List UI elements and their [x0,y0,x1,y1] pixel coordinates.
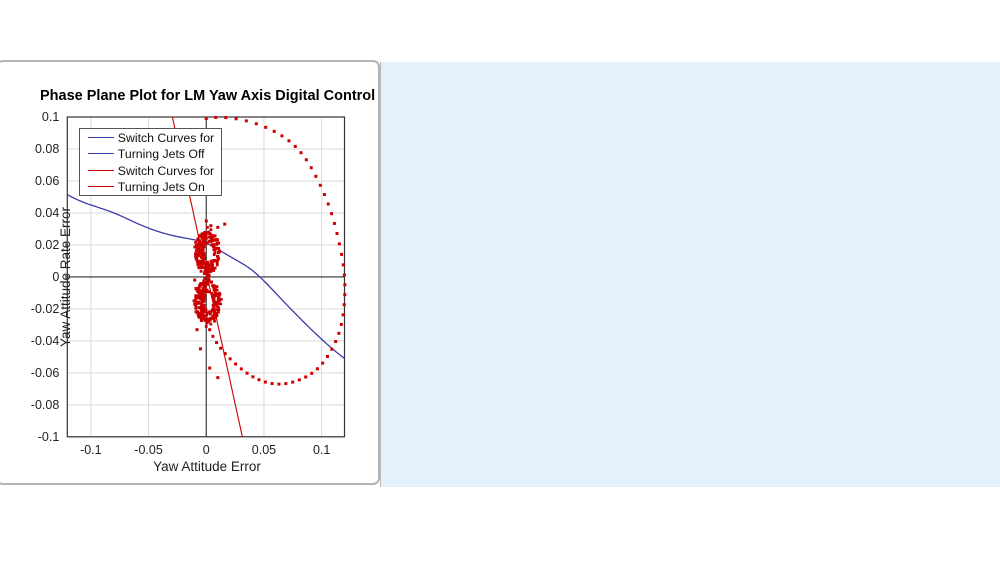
svg-text:-0.02: -0.02 [31,302,60,316]
svg-text:-0.1: -0.1 [80,443,102,457]
svg-text:-0.04: -0.04 [31,334,60,348]
svg-text:0.02: 0.02 [35,238,59,252]
svg-text:-0.1: -0.1 [38,430,60,444]
svg-text:0.04: 0.04 [35,206,59,220]
svg-text:0.1: 0.1 [313,443,330,457]
svg-text:0.06: 0.06 [35,174,59,188]
svg-text:0.05: 0.05 [252,443,276,457]
svg-text:0: 0 [203,443,210,457]
svg-text:0.08: 0.08 [35,142,59,156]
svg-text:-0.08: -0.08 [31,398,60,412]
svg-text:-0.06: -0.06 [31,366,60,380]
svg-text:0.1: 0.1 [42,110,59,124]
svg-text:-0.05: -0.05 [134,443,163,457]
